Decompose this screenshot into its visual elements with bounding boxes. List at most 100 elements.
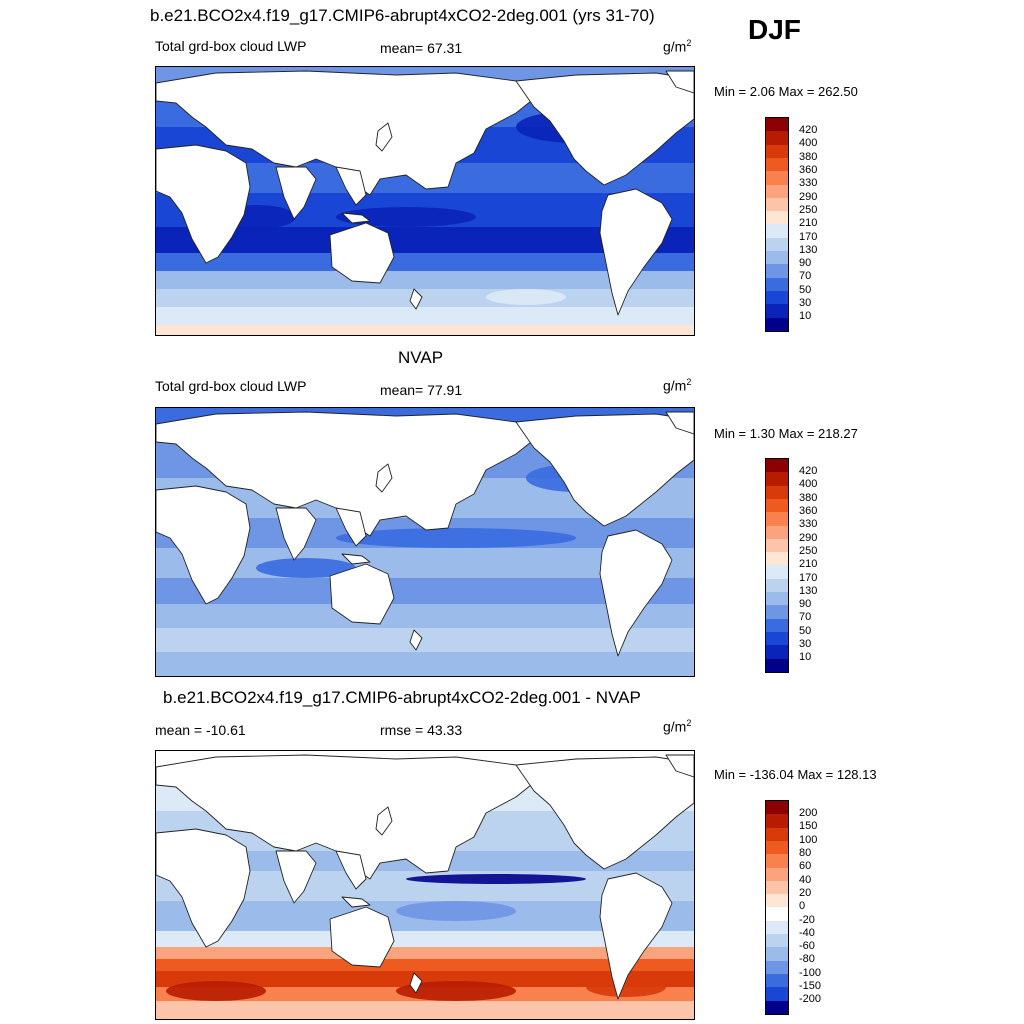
colorbar-level-label: 100 [799,833,818,846]
colorbar-swatch [766,538,788,553]
colorbar-level-label: 10 [799,310,812,323]
colorbar-level-label: 170 [799,571,818,584]
colorbar-swatch [766,867,788,882]
colorbar-swatch [766,459,788,473]
panel-1-minmax: Min = 2.06 Max = 262.50 [714,84,858,99]
colorbar-level-label: 30 [799,297,812,310]
colorbar-level-label: -150 [799,980,822,993]
colorbar-frame [765,117,789,332]
colorbar-swatch [766,485,788,500]
colorbar-swatch [766,973,788,988]
colorbar-level-label: 70 [799,270,812,283]
colorbar-level-label: 330 [799,518,818,531]
colorbar-swatch [766,251,788,265]
colorbar-level-label: 380 [799,491,818,504]
colorbar-level-label: 130 [799,243,818,256]
colorbar-swatch [766,144,788,159]
colorbar-swatch [766,801,788,815]
colorbar-level-label: 40 [799,873,812,886]
colorbar-swatch [766,131,788,146]
colorbar-swatch [766,304,788,318]
colorbar-level-label: 20 [799,886,812,899]
panel-1-title: b.e21.BCO2x4.f19_g17.CMIP6-abrupt4xCO2-2… [150,6,655,25]
colorbar-swatch [766,157,788,172]
colorbar-level-label: 0 [799,900,806,913]
colorbar-swatch [766,605,788,620]
panel-2-units: g/m2 [663,377,692,394]
colorbar-swatch [766,578,788,593]
colorbar-level-label: 400 [799,478,818,491]
colorbar-level-label: -60 [799,940,815,953]
colorbar-level-label: 130 [799,584,818,597]
colorbar-level-label: 360 [799,164,818,177]
colorbar-level-label: 90 [799,257,812,270]
colorbar-swatch [766,947,788,962]
colorbar-level-label: 170 [799,230,818,243]
colorbar-swatch [766,920,788,935]
colorbar-level-label: 210 [799,217,818,230]
colorbar-frame [765,458,789,673]
colorbar-swatch [766,552,788,566]
colorbar-swatch [766,631,788,646]
colorbar-level-label: 250 [799,203,818,216]
colorbar-swatch [766,840,788,855]
panel-2-mean-label: mean= 77.91 [380,382,463,398]
colorbar-swatch [766,658,788,673]
colorbar-swatch [766,472,788,487]
map-canvas [156,67,694,335]
colorbar-swatch [766,264,788,279]
panel-2-variable-label: Total grd-box cloud LWP [155,378,307,394]
panel-1-mean-label: mean= 67.31 [380,40,463,56]
colorbar-swatch [766,565,788,580]
map-canvas [156,408,694,676]
colorbar-swatch [766,960,788,975]
colorbar-swatch [766,184,788,199]
colorbar-swatch [766,1000,788,1015]
panel-3-title: b.e21.BCO2x4.f19_g17.CMIP6-abrupt4xCO2-2… [163,688,641,707]
colorbar-level-label: 210 [799,558,818,571]
colorbar-frame [765,800,789,1015]
colorbar-level-label: 420 [799,124,818,137]
panel-3-map [155,750,695,1020]
panel-3-mean-label: mean = -10.61 [155,722,246,738]
colorbar-level-label: 30 [799,638,812,651]
colorbar-level-label: 360 [799,505,818,518]
colorbar-swatch [766,854,788,868]
colorbar-level-label: 90 [799,598,812,611]
colorbar-swatch [766,827,788,842]
colorbar-level-label: 50 [799,624,812,637]
colorbar-level-label: 50 [799,283,812,296]
colorbar-swatch [766,290,788,305]
colorbar-swatch [766,894,788,908]
colorbar-level-label: 420 [799,465,818,478]
colorbar-swatch [766,512,788,526]
panel-1-map [155,66,695,336]
colorbar-level-label: -40 [799,926,815,939]
map-canvas [156,751,694,1019]
colorbar-swatch [766,645,788,659]
colorbar-level-label: 330 [799,177,818,190]
colorbar-level-label: -20 [799,913,815,926]
colorbar-level-label: 380 [799,150,818,163]
panel-3-minmax: Min = -136.04 Max = 128.13 [714,767,877,782]
colorbar-swatch [766,118,788,132]
colorbar-level-label: 70 [799,611,812,624]
colorbar-swatch [766,592,788,606]
colorbar-level-label: 10 [799,651,812,664]
colorbar-level-label: 200 [799,807,818,820]
colorbar-swatch [766,237,788,252]
colorbar-level-label: 60 [799,860,812,873]
colorbar-level-label: -80 [799,953,815,966]
season-label: DJF [748,14,801,45]
colorbar-level-label: 150 [799,820,818,833]
colorbar-level-label: -200 [799,993,822,1006]
colorbar-swatch [766,277,788,292]
panel-2-map [155,407,695,677]
colorbar-swatch [766,880,788,895]
colorbar-swatch [766,211,788,225]
colorbar-swatch [766,934,788,948]
colorbar-level-label: 400 [799,137,818,150]
colorbar-swatch [766,317,788,332]
panel-1-variable-label: Total grd-box cloud LWP [155,38,307,54]
colorbar-swatch [766,814,788,829]
